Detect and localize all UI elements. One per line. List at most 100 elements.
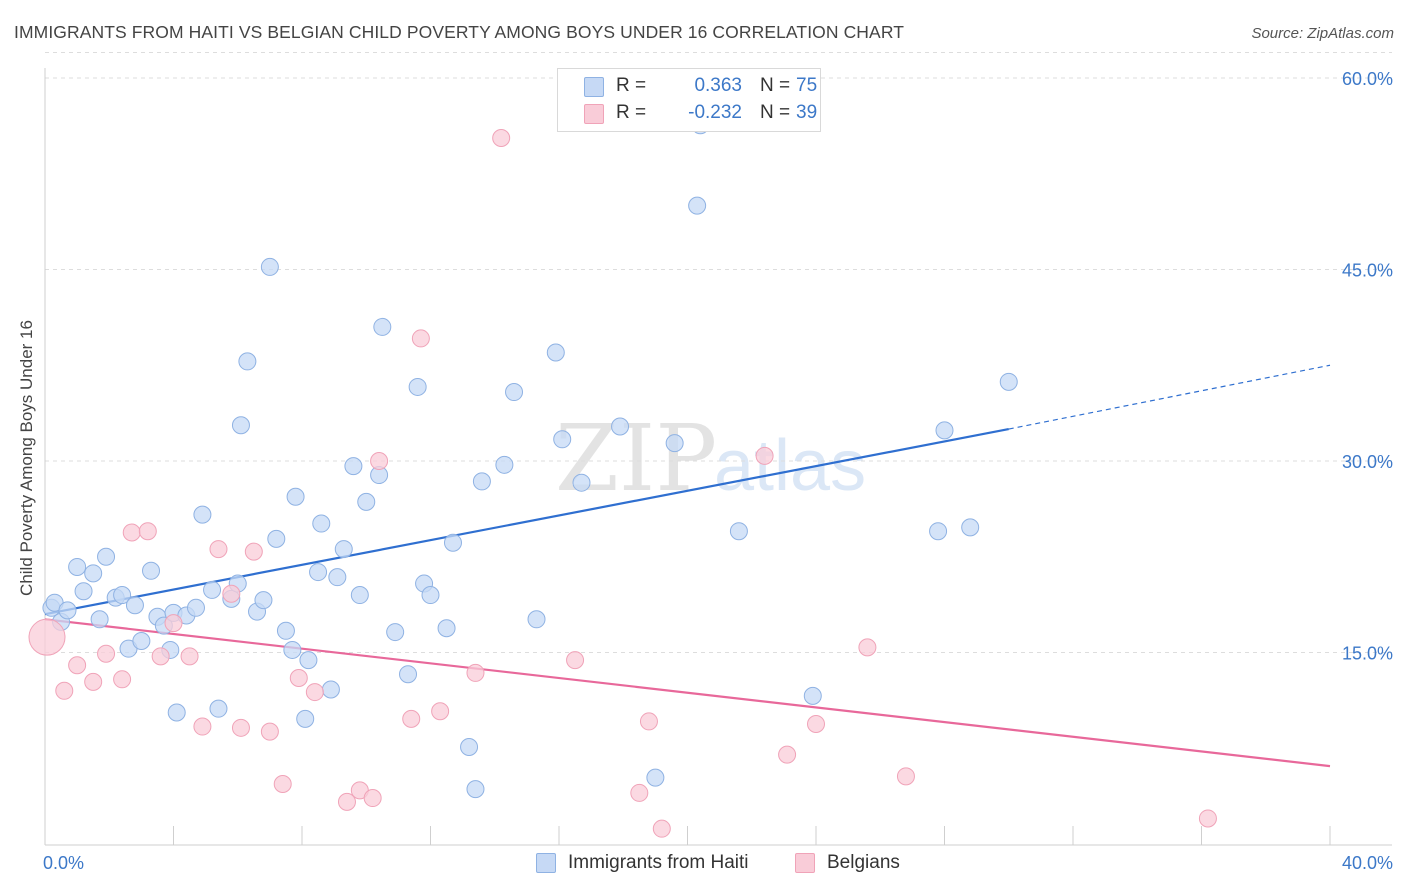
haiti-point bbox=[505, 383, 524, 402]
haiti-point bbox=[611, 417, 630, 436]
belgian-point bbox=[55, 681, 74, 700]
belgian-point bbox=[193, 717, 212, 736]
haiti-point bbox=[84, 564, 103, 583]
haiti-point bbox=[125, 596, 144, 615]
belgian-point bbox=[492, 128, 511, 147]
belgian-point bbox=[122, 523, 141, 542]
haiti-point bbox=[260, 257, 279, 276]
x-tick-label: 0.0% bbox=[43, 853, 84, 873]
haiti-point bbox=[665, 434, 684, 453]
belgian-point bbox=[28, 618, 66, 656]
legend-swatch-belgians bbox=[584, 104, 604, 124]
haiti-point bbox=[437, 619, 456, 638]
belgian-point bbox=[858, 638, 877, 657]
haiti-point bbox=[350, 586, 369, 605]
x-tick-label: 40.0% bbox=[1342, 853, 1393, 873]
legend-swatch-haiti bbox=[584, 77, 604, 97]
haiti-point bbox=[729, 522, 748, 541]
belgian-point bbox=[273, 774, 292, 793]
belgian-point bbox=[778, 745, 797, 764]
y-tick-label: 15.0% bbox=[1342, 643, 1393, 663]
belgian-point bbox=[209, 540, 228, 559]
correlation-legend: R = 0.363 N = 75 R = -0.232 N = 39 bbox=[557, 68, 821, 132]
belgian-point bbox=[370, 451, 389, 470]
haiti-point bbox=[74, 582, 93, 601]
haiti-point bbox=[466, 780, 485, 799]
haiti-point bbox=[142, 561, 161, 580]
haiti-point bbox=[546, 343, 565, 362]
haiti-point bbox=[999, 372, 1018, 391]
belgian-point bbox=[260, 722, 279, 741]
haiti-point bbox=[408, 377, 427, 396]
belgian-point bbox=[151, 647, 170, 666]
belgian-point bbox=[652, 819, 671, 838]
haiti-point bbox=[935, 421, 954, 440]
haiti-point bbox=[312, 514, 331, 533]
belgian-point bbox=[84, 672, 103, 691]
legend-r-value: -0.232 bbox=[688, 102, 742, 123]
legend-r-value: 0.363 bbox=[694, 75, 742, 96]
trend-line-belgians bbox=[44, 618, 1331, 768]
haiti-point bbox=[203, 580, 222, 599]
belgian-point bbox=[138, 522, 157, 541]
belgian-point bbox=[755, 446, 774, 465]
chart-title: IMMIGRANTS FROM HAITI VS BELGIAN CHILD P… bbox=[14, 22, 905, 42]
haiti-point bbox=[553, 430, 572, 449]
haiti-point bbox=[495, 455, 514, 474]
haiti-point bbox=[209, 699, 228, 718]
belgian-point bbox=[402, 709, 421, 728]
axes bbox=[44, 68, 1392, 846]
haiti-point bbox=[688, 196, 707, 215]
haiti-point bbox=[334, 540, 353, 559]
haiti-point bbox=[357, 492, 376, 511]
belgian-point bbox=[231, 718, 250, 737]
haiti-point bbox=[90, 610, 109, 629]
haiti-point bbox=[929, 522, 948, 541]
haiti-point bbox=[321, 680, 340, 699]
haiti-point bbox=[344, 457, 363, 476]
legend-swatch-belgians bbox=[795, 853, 815, 873]
haiti-point bbox=[399, 665, 418, 684]
belgian-point bbox=[164, 614, 183, 633]
legend-label-belgians: Belgians bbox=[827, 852, 900, 873]
data-points bbox=[28, 116, 1217, 838]
belgian-point bbox=[807, 714, 825, 733]
haiti-point bbox=[803, 686, 822, 705]
haiti-point bbox=[267, 529, 286, 548]
legend-label-haiti: Immigrants from Haiti bbox=[568, 852, 749, 873]
legend-r-label: R = bbox=[616, 75, 647, 96]
haiti-point bbox=[527, 610, 546, 629]
haiti-point bbox=[193, 505, 212, 524]
source-credit: Source: ZipAtlas.com bbox=[1251, 25, 1394, 42]
haiti-point bbox=[167, 703, 186, 722]
belgian-point bbox=[466, 663, 485, 682]
haiti-point bbox=[283, 640, 302, 659]
belgian-point bbox=[68, 656, 87, 675]
haiti-point bbox=[231, 416, 250, 435]
haiti-point bbox=[58, 601, 77, 620]
trend-line-haiti-extension bbox=[1008, 364, 1331, 430]
haiti-point bbox=[186, 598, 205, 617]
haiti-point bbox=[276, 621, 295, 640]
haiti-point bbox=[646, 768, 665, 787]
haiti-point bbox=[460, 737, 479, 756]
y-tick-label: 45.0% bbox=[1342, 260, 1393, 280]
legend-n-value: 75 bbox=[796, 75, 818, 96]
haiti-point bbox=[373, 317, 392, 336]
belgian-point bbox=[363, 789, 382, 808]
legend-n-label: N = bbox=[760, 75, 791, 96]
haiti-point bbox=[572, 473, 591, 492]
haiti-point bbox=[238, 352, 257, 371]
trend-line-haiti bbox=[44, 427, 1009, 616]
belgian-point bbox=[566, 651, 585, 670]
watermark-zip: ZIP bbox=[555, 405, 717, 512]
watermark-atlas: atlas bbox=[714, 426, 866, 506]
belgian-point bbox=[244, 542, 263, 561]
belgian-point bbox=[337, 792, 356, 811]
haiti-point bbox=[286, 487, 305, 506]
haiti-point bbox=[97, 547, 116, 566]
belgian-point bbox=[431, 702, 450, 721]
haiti-point bbox=[472, 472, 491, 491]
haiti-point bbox=[421, 586, 440, 605]
